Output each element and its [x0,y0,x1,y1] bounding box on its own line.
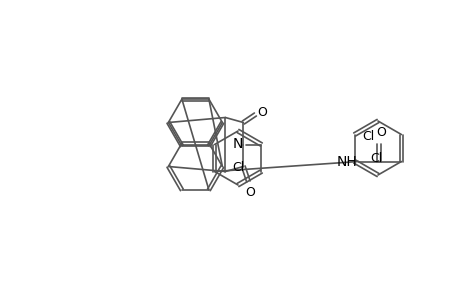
Text: Cl: Cl [231,161,244,174]
Text: O: O [245,185,255,199]
Text: Cl: Cl [369,152,381,165]
Text: NH: NH [336,154,357,169]
Text: Cl: Cl [362,130,374,143]
Text: O: O [375,127,386,140]
Text: N: N [233,137,243,152]
Text: O: O [257,106,267,119]
